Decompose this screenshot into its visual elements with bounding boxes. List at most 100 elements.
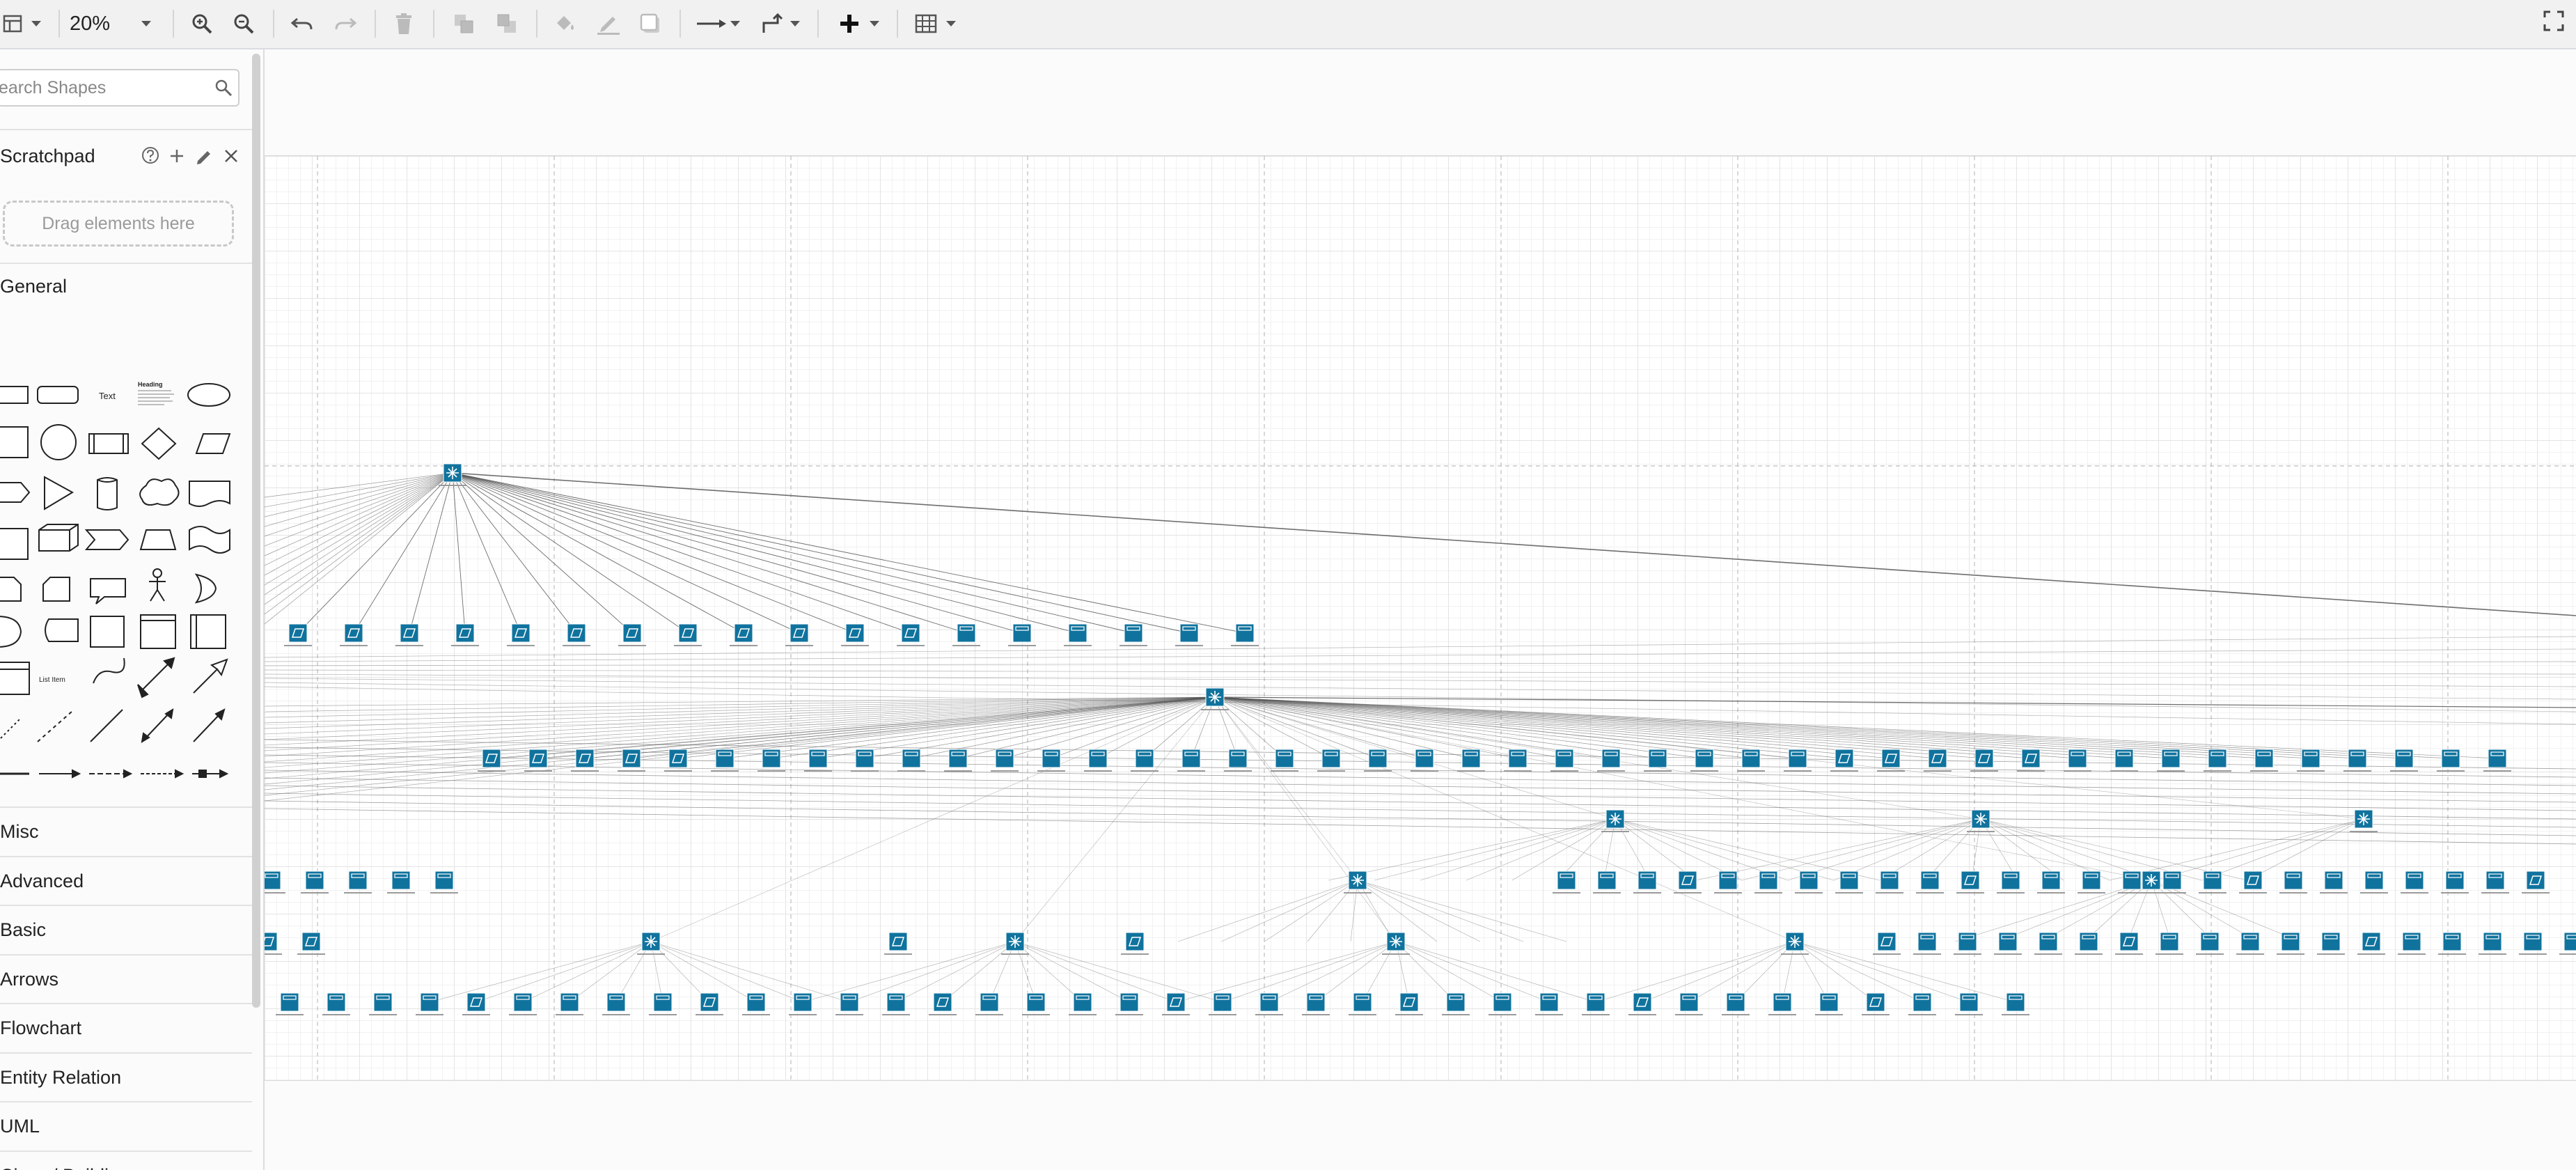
connection-line[interactable] [297, 472, 453, 634]
connection-line[interactable] [1175, 941, 1397, 1003]
ip-phone-node[interactable] [1628, 992, 1656, 1015]
to-front-icon[interactable] [450, 7, 478, 40]
ip-phone-node[interactable] [2017, 749, 2045, 772]
ip-phone-node[interactable] [1395, 992, 1423, 1015]
ip-phone-node[interactable] [507, 623, 535, 646]
ip-phone-node[interactable] [265, 932, 282, 955]
server-node[interactable] [2481, 871, 2509, 894]
connection-line[interactable] [265, 472, 453, 537]
server-node[interactable] [1675, 992, 1703, 1015]
server-node[interactable] [2483, 749, 2511, 772]
connection-line[interactable] [265, 472, 453, 547]
connection-line[interactable] [409, 472, 453, 634]
connection-line[interactable] [650, 941, 757, 1003]
connection-icon[interactable] [693, 7, 731, 40]
connection-line[interactable] [1971, 818, 1981, 881]
server-node[interactable] [2343, 749, 2371, 772]
connection-line[interactable] [1214, 696, 2152, 881]
table-icon[interactable] [912, 7, 940, 40]
layout-icon[interactable] [0, 7, 25, 40]
server-node[interactable] [851, 749, 879, 772]
connection-line[interactable] [1466, 818, 1616, 881]
connection-line[interactable] [265, 777, 2576, 811]
connection-line[interactable] [1222, 941, 1397, 1003]
connection-line[interactable] [265, 785, 2576, 820]
server-node[interactable] [804, 749, 832, 772]
connection-line[interactable] [265, 472, 453, 508]
server-node[interactable] [1722, 992, 1750, 1015]
server-node[interactable] [2075, 932, 2103, 955]
ip-phone-node[interactable] [2357, 932, 2385, 955]
ip-phone-node[interactable] [1956, 871, 1984, 894]
server-node[interactable] [387, 871, 415, 894]
connection-line[interactable] [1097, 696, 1216, 759]
connection-line[interactable] [1014, 941, 1223, 1003]
ip-phone-node[interactable] [563, 623, 590, 646]
diagram-canvas[interactable] [265, 49, 2576, 1170]
connection-line[interactable] [1214, 696, 2451, 759]
category-flowchart[interactable]: Flowchart [0, 1003, 252, 1052]
server-node[interactable] [1690, 749, 1718, 772]
ip-phone-node[interactable] [340, 623, 368, 646]
connection-line[interactable] [989, 941, 1016, 1003]
general-shapes-palette[interactable]: Text Heading List Item [0, 321, 252, 809]
server-node[interactable] [1768, 992, 1796, 1015]
connection-line[interactable] [1220, 880, 1358, 942]
connection-line[interactable] [1980, 818, 2110, 881]
server-node[interactable] [1064, 623, 1092, 646]
connection-line[interactable] [2084, 880, 2152, 942]
connection-line[interactable] [1214, 696, 1985, 759]
connection-line[interactable] [1214, 696, 1239, 759]
ip-phone-node[interactable] [841, 623, 869, 646]
ip-phone-node[interactable] [2522, 871, 2550, 894]
connection-line[interactable] [957, 696, 1216, 759]
ip-phone-node[interactable] [284, 623, 312, 646]
connection-line[interactable] [452, 472, 521, 634]
connection-line[interactable] [1557, 818, 1616, 881]
connection-line[interactable] [1214, 696, 1379, 759]
server-node[interactable] [430, 871, 458, 894]
server-node[interactable] [1815, 992, 1843, 1015]
connection-line[interactable] [265, 472, 453, 576]
redo-icon[interactable] [331, 7, 359, 40]
connection-line[interactable] [265, 686, 2576, 725]
connection-line[interactable] [1741, 818, 1981, 881]
connection-line[interactable] [1395, 941, 1596, 1003]
server-node[interactable] [757, 749, 785, 772]
connection-line[interactable] [1980, 818, 2156, 881]
server-node[interactable] [2110, 749, 2138, 772]
connection-line[interactable] [265, 472, 453, 605]
server-node[interactable] [2317, 932, 2345, 955]
table-chevron-icon[interactable] [943, 7, 959, 40]
server-node[interactable] [602, 992, 630, 1015]
connection-line[interactable] [1014, 941, 1083, 1003]
connection-line[interactable] [1214, 696, 2265, 759]
connection-line[interactable] [1214, 696, 1565, 759]
connection-line[interactable] [452, 472, 633, 634]
connection-line[interactable] [1191, 696, 1216, 759]
connection-line[interactable] [1695, 818, 1981, 881]
server-node[interactable] [1954, 932, 1981, 955]
connection-line[interactable] [1214, 696, 2171, 759]
connection-line[interactable] [1051, 696, 1216, 759]
category-basic[interactable]: Basic [0, 905, 252, 953]
connection-line[interactable] [265, 800, 2576, 836]
server-node[interactable] [1177, 749, 1205, 772]
connection-line[interactable] [1980, 818, 2064, 881]
connection-line[interactable] [1214, 696, 2358, 759]
switch-node[interactable] [1201, 687, 1229, 710]
switch-node[interactable] [1601, 809, 1629, 832]
connection-line[interactable] [1214, 696, 1938, 759]
connection-line[interactable] [265, 793, 2576, 828]
server-node[interactable] [2279, 871, 2307, 894]
server-node[interactable] [1271, 749, 1298, 772]
server-node[interactable] [1209, 992, 1236, 1015]
connection-line[interactable] [1214, 696, 2078, 759]
server-node[interactable] [1553, 871, 1580, 894]
connection-line[interactable] [1794, 941, 1923, 1003]
server-node[interactable] [1317, 749, 1345, 772]
line-color-icon[interactable] [595, 7, 622, 40]
connection-line[interactable] [2151, 880, 2215, 942]
connection-line[interactable] [1794, 941, 1970, 1003]
close-icon[interactable] [223, 146, 239, 168]
